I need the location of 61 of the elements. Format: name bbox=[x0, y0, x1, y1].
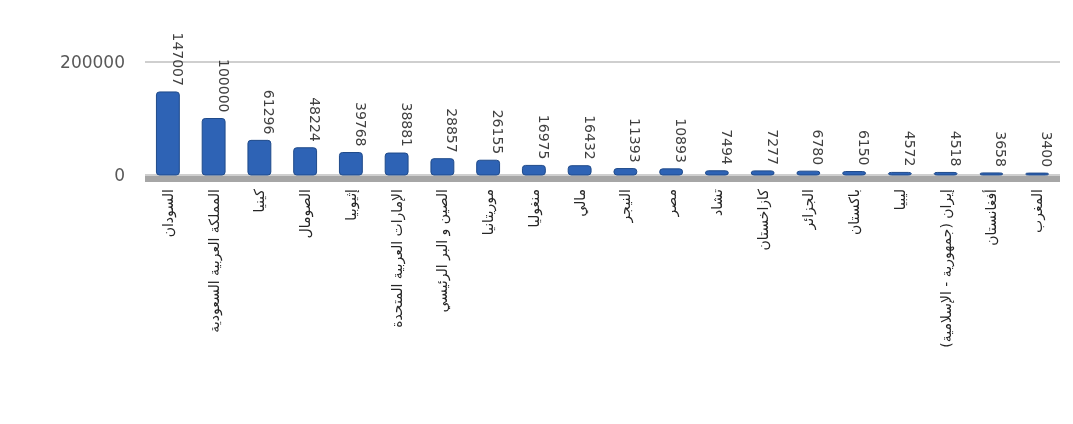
x-tick-label: منغوليا bbox=[525, 189, 543, 228]
bar bbox=[384, 152, 409, 176]
x-tick-label: السودان bbox=[159, 189, 177, 238]
bar bbox=[796, 170, 821, 176]
data-label: 28857 bbox=[444, 108, 461, 153]
bar bbox=[293, 147, 318, 176]
bar bbox=[476, 159, 501, 176]
bar bbox=[842, 171, 867, 176]
data-label: 16975 bbox=[535, 114, 552, 160]
data-label: 4518 bbox=[947, 130, 964, 167]
x-tick-label: كازاخستان bbox=[754, 188, 772, 251]
x-tick-label: مالي bbox=[571, 189, 589, 217]
bar bbox=[659, 168, 684, 176]
bar bbox=[567, 165, 592, 176]
y-tick-label: 200000 bbox=[60, 52, 125, 72]
bar bbox=[338, 152, 363, 176]
data-label: 7494 bbox=[718, 129, 735, 165]
data-label: 26155 bbox=[490, 109, 507, 155]
x-tick-label: باكستان bbox=[846, 189, 863, 236]
data-label: 39768 bbox=[352, 101, 369, 147]
x-tick-label: الصين و البر الرئيسي bbox=[434, 189, 452, 313]
x-tick-label: أفغانستان bbox=[982, 188, 1000, 246]
x-tick-label: الصومال bbox=[297, 189, 315, 239]
data-label: 3658 bbox=[993, 131, 1010, 167]
bar bbox=[430, 158, 455, 176]
x-tick-label: المملكة العربية السعودية bbox=[205, 189, 223, 333]
x-tick-label: إثيوبيا bbox=[342, 188, 360, 221]
data-label: 61296 bbox=[261, 89, 278, 135]
x-tick-label: مصر bbox=[663, 189, 681, 218]
x-tick-label: ليبيا bbox=[891, 189, 908, 211]
bar bbox=[750, 170, 775, 176]
bar bbox=[613, 168, 638, 176]
data-label: 48224 bbox=[307, 97, 324, 142]
bar bbox=[247, 139, 272, 176]
data-label: 7277 bbox=[764, 129, 781, 165]
bar bbox=[979, 172, 1004, 176]
data-label: 4572 bbox=[901, 130, 918, 167]
data-label: 6780 bbox=[810, 129, 827, 166]
x-tick-label: الجزائر bbox=[800, 189, 818, 231]
data-label: 147007 bbox=[169, 32, 186, 86]
x-tick-label: كينيا bbox=[251, 188, 268, 213]
bar bbox=[704, 170, 729, 176]
x-tick-label: إيران (جمهورية - الإسلامية) bbox=[937, 188, 955, 348]
y-tick-label: 0 bbox=[114, 165, 125, 185]
bar bbox=[521, 164, 546, 176]
x-tick-label: النيجر bbox=[617, 189, 635, 224]
data-label: 11393 bbox=[627, 118, 644, 163]
data-label: 100000 bbox=[215, 59, 232, 113]
x-tick-label: المغرب bbox=[1029, 189, 1047, 233]
bar bbox=[155, 91, 180, 176]
data-label: 38881 bbox=[398, 102, 415, 148]
bar bbox=[933, 171, 958, 176]
data-label: 3400 bbox=[1039, 131, 1056, 168]
data-label: 16432 bbox=[581, 115, 598, 160]
x-tick-label: تشاد bbox=[708, 188, 725, 216]
x-tick-label: الإمارات العربية المتحدة bbox=[388, 189, 406, 328]
bar bbox=[201, 118, 226, 176]
data-label: 6150 bbox=[856, 129, 873, 166]
x-tick-label: موريتانيا bbox=[480, 189, 498, 236]
bar bbox=[887, 171, 912, 176]
data-label: 10893 bbox=[673, 118, 690, 163]
